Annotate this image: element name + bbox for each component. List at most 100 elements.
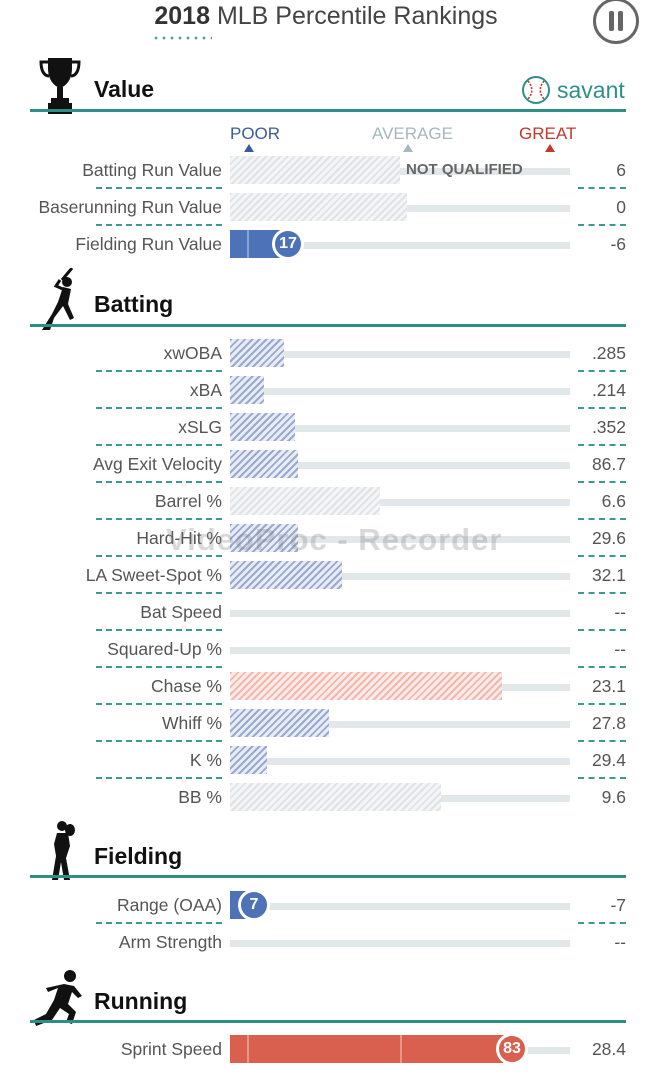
stat-row-batting-run-value[interactable]: Batting Run Value NOT QUALIFIED 6 [0, 152, 652, 189]
year-dropdown-indicator[interactable] [152, 36, 212, 40]
stat-value: 32.1 [591, 565, 626, 585]
percentile-bar [230, 709, 329, 737]
stat-value: .352 [591, 417, 626, 437]
page-title: 2018 MLB Percentile Rankings [0, 2, 652, 31]
bar-tick [400, 1035, 402, 1063]
batter-icon [42, 268, 74, 330]
stat-value: 0 [616, 197, 626, 217]
stat-row-fielding-run-value[interactable]: Fielding Run Value 17 -6 [0, 226, 652, 263]
row-divider-right [578, 777, 626, 779]
stat-row-xba[interactable]: xBA .214 [0, 372, 652, 409]
percentile-track [230, 573, 570, 580]
stat-label: xSLG [178, 417, 222, 437]
percentile-badge: 17 [272, 228, 304, 260]
percentile-track [230, 758, 570, 765]
bar-tick [247, 1035, 249, 1063]
row-divider-left [96, 703, 222, 705]
stat-row-barrel-pct[interactable]: Barrel % 6.6 [0, 483, 652, 520]
percentile-track [230, 499, 570, 506]
stat-row-bb-pct[interactable]: BB % 9.6 [0, 779, 652, 816]
row-divider-left [96, 444, 222, 446]
stat-value: 27.8 [591, 713, 626, 733]
stat-row-hard-hit-pct[interactable]: Hard-Hit % 29.6 [0, 520, 652, 557]
percentile-track [230, 721, 570, 728]
row-divider-left [96, 629, 222, 631]
stat-label: LA Sweet-Spot % [85, 565, 222, 585]
percentile-bar [230, 783, 441, 811]
row-divider-left [96, 740, 222, 742]
row-divider-right [578, 187, 626, 189]
stat-label: Baserunning Run Value [38, 197, 222, 217]
stat-value: 6 [616, 160, 626, 180]
stat-label: Whiff % [162, 713, 222, 733]
percentile-bar [230, 156, 400, 184]
row-divider-right [578, 555, 626, 557]
runner-icon [34, 970, 82, 1026]
row-divider-right [578, 444, 626, 446]
section-title-running: Running [94, 988, 188, 1014]
stat-row-arm-strength[interactable]: Arm Strength -- [0, 924, 652, 961]
stat-value: .214 [591, 380, 626, 400]
percentile-bar [230, 376, 264, 404]
row-divider-left [96, 592, 222, 594]
row-divider-left [96, 481, 222, 483]
row-divider-left [96, 777, 222, 779]
savant-brand-text: savant [557, 76, 625, 103]
stat-row-baserunning-run-value[interactable]: Baserunning Run Value 0 [0, 189, 652, 226]
stat-row-squared-up-pct[interactable]: Squared-Up % -- [0, 631, 652, 668]
legend-average: AVERAGE [372, 124, 453, 143]
row-divider-left [96, 370, 222, 372]
stat-row-xwoba[interactable]: xwOBA .285 [0, 335, 652, 372]
stat-label: Hard-Hit % [136, 528, 222, 548]
section-title-value: Value [94, 76, 155, 102]
stat-row-whiff-pct[interactable]: Whiff % 27.8 [0, 705, 652, 742]
stat-label: Chase % [150, 676, 222, 696]
not-qualified-note: NOT QUALIFIED [406, 161, 523, 178]
row-divider-right [578, 370, 626, 372]
stat-row-bat-speed[interactable]: Bat Speed -- [0, 594, 652, 631]
stat-label: Squared-Up % [107, 639, 222, 659]
stat-row-k-pct[interactable]: K % 29.4 [0, 742, 652, 779]
legend-poor-marker [244, 144, 254, 152]
bar-tick [247, 230, 249, 258]
row-divider-right [578, 740, 626, 742]
stat-value: -7 [610, 895, 626, 915]
stat-value: 9.6 [601, 787, 626, 807]
pause-icon [609, 11, 614, 31]
row-divider-right [578, 224, 626, 226]
percentile-bar [230, 339, 284, 367]
title-year[interactable]: 2018 [154, 2, 210, 30]
stat-label: Barrel % [154, 491, 222, 511]
percentile-track [230, 388, 570, 395]
stat-value: 29.6 [591, 528, 626, 548]
stat-row-range-oaa[interactable]: Range (OAA) 7 -7 [0, 887, 652, 924]
percentile-bar [230, 487, 380, 515]
section-title-batting: Batting [94, 291, 174, 317]
stat-value: 29.4 [591, 750, 626, 770]
stat-row-avg-exit-velocity[interactable]: Avg Exit Velocity 86.7 [0, 446, 652, 483]
stat-value: -- [614, 932, 626, 952]
percentile-track [230, 168, 570, 175]
legend-great-marker [545, 144, 555, 152]
row-divider-right [578, 518, 626, 520]
percentile-bar [230, 524, 298, 552]
percentile-track [230, 462, 570, 469]
stat-label: BB % [178, 787, 222, 807]
stat-row-la-sweet-spot-pct[interactable]: LA Sweet-Spot % 32.1 [0, 557, 652, 594]
row-divider-left [96, 666, 222, 668]
stat-label: Arm Strength [118, 932, 222, 952]
stat-row-chase-pct[interactable]: Chase % 23.1 [0, 668, 652, 705]
fielder-icon [52, 821, 75, 880]
pause-button[interactable] [593, 0, 639, 44]
row-divider-left [96, 922, 222, 924]
row-divider-right [578, 922, 626, 924]
stat-row-sprint-speed[interactable]: Sprint Speed 83 28.4 [0, 1031, 652, 1068]
stat-label: Batting Run Value [82, 160, 222, 180]
stat-label: xBA [189, 380, 222, 400]
row-divider-right [578, 629, 626, 631]
legend-average-marker [403, 144, 413, 152]
row-divider-right [578, 703, 626, 705]
legend-poor: POOR [230, 124, 281, 143]
stat-row-xslg[interactable]: xSLG .352 [0, 409, 652, 446]
savant-logo[interactable]: savant [521, 75, 625, 105]
